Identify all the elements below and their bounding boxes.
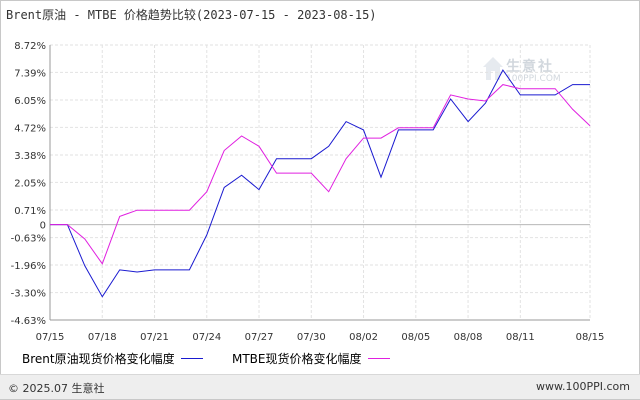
y-tick-label: -1.96% <box>11 261 46 272</box>
y-tick-label: 7.39% <box>14 68 46 79</box>
x-tick-label: 07/15 <box>36 332 65 343</box>
x-tick-label: 07/27 <box>245 332 274 343</box>
chart-legend: Brent原油现货价格变化幅度 MTBE现货价格变化幅度 <box>0 350 640 368</box>
watermark-house-icon <box>483 57 503 80</box>
y-tick-label: 3.38% <box>14 151 46 162</box>
series-lines <box>50 69 591 298</box>
legend-item-mtbe: MTBE现货价格变化幅度 <box>232 350 390 367</box>
x-tick-label: 07/21 <box>140 332 169 343</box>
y-tick-label: 6.05% <box>14 96 46 107</box>
x-tick-label: 07/18 <box>88 332 117 343</box>
footer-site-link[interactable]: www.100PPI.com <box>536 380 630 393</box>
y-tick-label: 0.71% <box>14 206 46 217</box>
watermark-brand: 生意社 <box>506 59 554 75</box>
x-tick-label: 08/02 <box>349 332 378 343</box>
legend-swatch-brent <box>180 358 203 359</box>
x-tick-label: 08/05 <box>401 332 430 343</box>
series-line-mtbe <box>50 84 591 265</box>
x-tick-label: 08/11 <box>506 332 535 343</box>
legend-label-mtbe: MTBE现货价格变化幅度 <box>232 352 362 366</box>
series-line-brent <box>50 69 590 298</box>
line-chart: 8.72% 7.39% 6.05% 4.72% 3.38% 2.05% 0.71% 0 -0.6… <box>11 41 605 343</box>
y-tick-label: 0 <box>40 221 46 232</box>
y-tick-label: 4.72% <box>14 123 46 134</box>
footer-bar: © 2025.07 生意社 www.100PPI.com <box>0 374 640 399</box>
x-tick-label: 07/30 <box>297 332 326 343</box>
x-axis-labels: 07/15 07/18 07/21 07/24 07/27 07/30 08/02 08/05… <box>36 332 605 343</box>
x-tick-label: 08/15 <box>576 332 605 343</box>
x-tick-label: 07/24 <box>192 332 221 343</box>
x-tick-label: 08/08 <box>454 332 483 343</box>
legend-label-brent: Brent原油现货价格变化幅度 <box>22 352 175 366</box>
watermark-logo: 生意社 100PPI.COM <box>482 56 574 90</box>
footer-copyright: © 2025.07 生意社 <box>8 382 105 395</box>
y-tick-label: 8.72% <box>14 41 46 52</box>
watermark-url: 100PPI.COM <box>506 74 561 84</box>
y-tick-label: -3.30% <box>11 289 46 300</box>
legend-swatch-mtbe <box>367 358 390 359</box>
chart-title: Brent原油 - MTBE 价格趋势比较(2023-07-15 - 2023-… <box>6 8 377 22</box>
y-tick-label: -0.63% <box>11 234 46 245</box>
legend-item-brent: Brent原油现货价格变化幅度 <box>22 350 203 367</box>
chart-axes <box>49 45 590 321</box>
y-tick-label: -4.63% <box>11 316 46 327</box>
y-tick-label: 2.05% <box>14 178 46 189</box>
y-axis-labels: 8.72% 7.39% 6.05% 4.72% 3.38% 2.05% 0.71% 0 -0.6… <box>11 41 46 327</box>
